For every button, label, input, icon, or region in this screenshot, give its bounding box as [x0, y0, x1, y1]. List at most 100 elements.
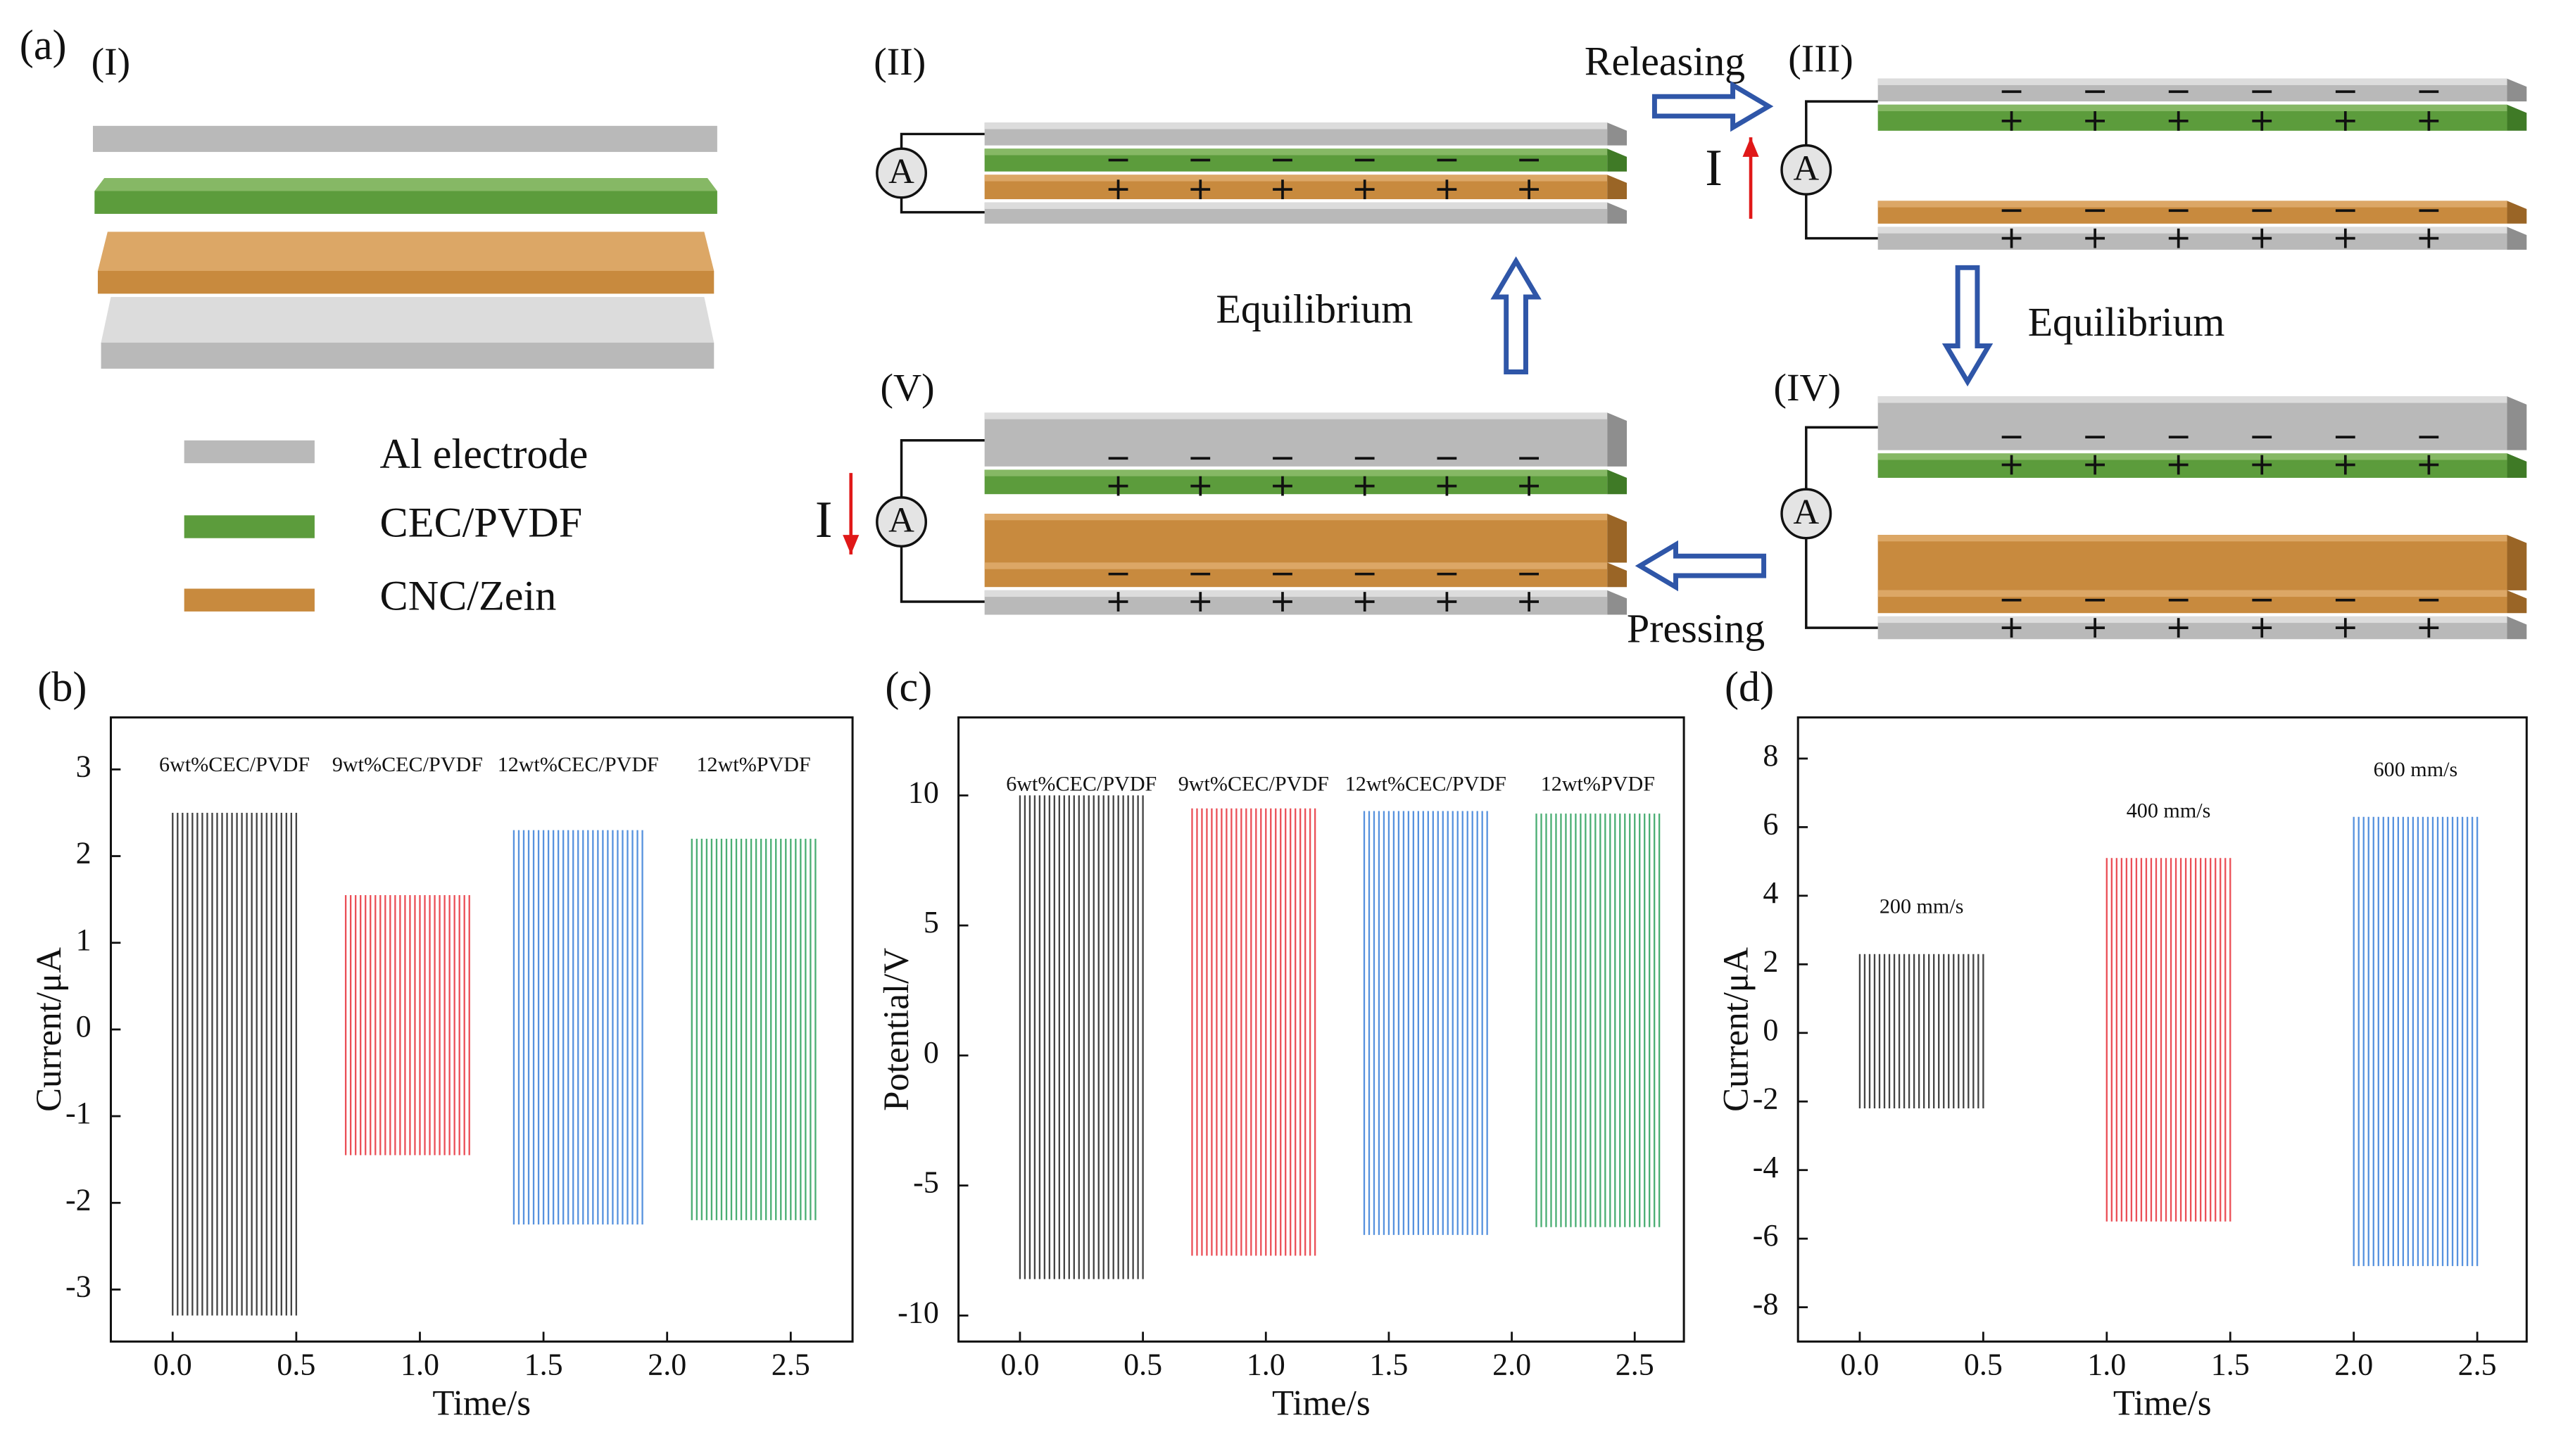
stage-label: (II): [874, 40, 926, 84]
ammeter-label: A: [888, 501, 914, 540]
x-tick-label: 2.0: [1492, 1348, 1531, 1382]
current-arrow-head: [1742, 137, 1759, 157]
layer-top: [1877, 616, 2507, 623]
panel-label: (d): [1725, 664, 1774, 711]
layer-top: [1877, 590, 2507, 597]
ammeter: [876, 147, 928, 199]
process-arrow: [1490, 256, 1542, 374]
slab-top: [97, 232, 714, 271]
layer-side: [2507, 616, 2527, 640]
y-tick-label: 10: [908, 775, 939, 809]
stage-label: (I): [92, 40, 131, 84]
ammeter-label: A: [1793, 148, 1819, 188]
layer-top: [984, 469, 1608, 476]
wire: [900, 132, 985, 149]
x-tick-label: 2.5: [772, 1348, 810, 1382]
layer-side: [2507, 396, 2527, 450]
layer-top: [1877, 104, 2507, 112]
x-tick-label: 2.0: [648, 1348, 686, 1382]
layer-side: [1607, 513, 1628, 563]
wire: [900, 546, 985, 603]
x-tick-label: 2.5: [1616, 1348, 1654, 1382]
spike-train: [172, 812, 298, 1316]
legend-label: CNC/Zein: [380, 573, 557, 620]
layer-top: [1877, 227, 2507, 234]
stage-label: (V): [880, 366, 934, 410]
layer-side: [2507, 453, 2527, 479]
legend-swatch: [184, 440, 315, 464]
step-label: Equilibrium: [1216, 286, 1414, 331]
y-tick-label: -10: [898, 1295, 939, 1329]
slab-top: [101, 297, 714, 343]
layer-side: [2507, 535, 2527, 590]
y-tick-label: 3: [76, 749, 92, 783]
stage-label: (III): [1788, 37, 1853, 80]
layer-top: [1877, 201, 2507, 208]
process-arrow-shape: [1490, 256, 1542, 374]
legend-swatch: [184, 515, 315, 538]
x-tick-label: 0.5: [1123, 1348, 1162, 1382]
layer-top: [1877, 453, 2507, 460]
layer-top: [1877, 535, 2507, 542]
spike-train: [1019, 795, 1144, 1279]
layer-top: [1877, 78, 2507, 85]
x-axis-label: Time/s: [2113, 1384, 2212, 1424]
layer-top: [984, 175, 1608, 182]
y-axis-label: Current/μA: [1717, 947, 1756, 1112]
series-label: 12wt%CEC/PVDF: [1345, 772, 1506, 796]
plot-frame: [1796, 716, 2528, 1343]
layer-side: [1607, 412, 1628, 467]
legend-swatch: [184, 588, 315, 612]
process-arrow: [1941, 265, 1994, 387]
y-tick-label: 2: [1763, 944, 1778, 978]
y-tick-label: 6: [1763, 806, 1778, 841]
layer: [1877, 535, 2507, 590]
stage-label: (IV): [1773, 366, 1841, 410]
series-label: 400 mm/s: [2127, 798, 2211, 822]
spike-train: [1858, 954, 1984, 1108]
slab-front: [94, 191, 717, 214]
y-tick-label: -4: [1753, 1150, 1779, 1184]
spike-train: [1535, 814, 1661, 1227]
y-axis-label: Potential/V: [877, 948, 917, 1111]
wire: [900, 197, 985, 214]
x-tick-label: 1.5: [524, 1348, 563, 1382]
y-tick-label: 0: [1763, 1013, 1778, 1047]
panel-label: (c): [885, 664, 932, 711]
y-tick-label: 0: [924, 1035, 939, 1070]
x-tick-label: 0.5: [277, 1348, 315, 1382]
current-arrow-head: [843, 535, 860, 555]
y-tick-label: -5: [913, 1165, 939, 1200]
x-tick-label: 1.0: [401, 1348, 439, 1382]
slab-front: [92, 125, 717, 152]
spike-train: [1363, 811, 1488, 1235]
legend-label: CEC/PVDF: [380, 499, 583, 546]
layer-top: [984, 590, 1608, 597]
slab-top: [94, 177, 717, 191]
process-arrow-shape: [1635, 540, 1767, 592]
series-label: 9wt%CEC/PVDF: [332, 752, 483, 776]
wire: [1805, 426, 1878, 490]
x-tick-label: 2.5: [2458, 1348, 2497, 1382]
x-tick-label: 1.0: [2087, 1348, 2126, 1382]
current-label: I: [1705, 139, 1723, 197]
y-tick-label: -2: [1753, 1081, 1779, 1115]
layer-side: [2507, 104, 2527, 131]
layer-side: [2507, 78, 2527, 102]
series-label: 600 mm/s: [2374, 757, 2458, 781]
layer-top: [984, 412, 1608, 419]
wire: [1805, 194, 1878, 240]
x-tick-label: 1.5: [1369, 1348, 1408, 1382]
process-arrow-shape: [1651, 80, 1774, 132]
layer-side: [1607, 175, 1628, 200]
series-label: 9wt%CEC/PVDF: [1178, 772, 1329, 796]
y-tick-label: -2: [65, 1182, 92, 1217]
y-tick-label: -3: [65, 1270, 92, 1304]
layer-side: [2507, 590, 2527, 614]
layer-side: [1607, 202, 1628, 224]
current-label: I: [815, 491, 833, 549]
y-tick-label: 8: [1763, 738, 1778, 773]
series-label: 12wt%PVDF: [1541, 772, 1655, 796]
